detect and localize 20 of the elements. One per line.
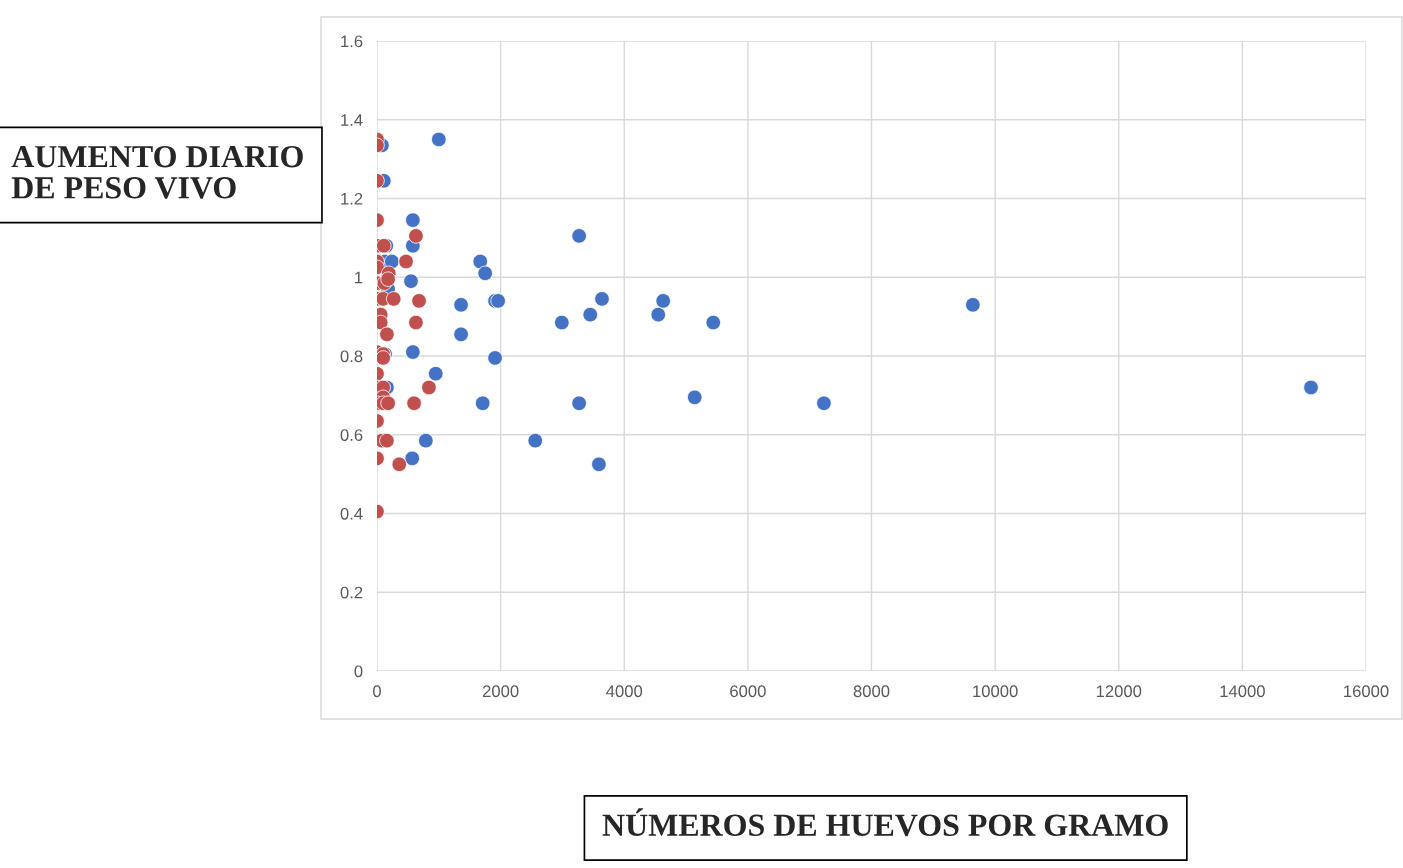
y-tick-label: 0.8: [340, 350, 363, 363]
y-tick-label: 1: [355, 271, 363, 284]
x-tick-label: 16000: [1344, 685, 1389, 698]
x-axis-title: NÚMEROS DE HUEVOS POR GRAMO: [602, 808, 1168, 837]
x-tick-label: 0: [373, 685, 381, 698]
x-tick-label: 4000: [606, 685, 643, 698]
y-tick-label: 1.2: [341, 192, 363, 205]
x-tick-label: 2000: [482, 685, 519, 698]
y-tick-label: 0.6: [340, 429, 363, 441]
x-tick-label: 14000: [1220, 685, 1265, 698]
x-tick-label: 8000: [853, 685, 890, 698]
y-tick-label: 0.2: [340, 586, 363, 599]
y-tick-label: 1.4: [341, 114, 363, 126]
x-tick-label: 10000: [973, 685, 1018, 698]
y-tick-label: 1.6: [341, 35, 363, 48]
x-tick-label: 12000: [1096, 685, 1142, 698]
y-tick-label: 0.4: [340, 507, 363, 520]
y-axis-title: AUMENTO DIARIO DE PESO VIVO: [11, 145, 303, 199]
x-tick-label: 6000: [730, 685, 766, 698]
y-tick-label: 0: [354, 665, 363, 678]
